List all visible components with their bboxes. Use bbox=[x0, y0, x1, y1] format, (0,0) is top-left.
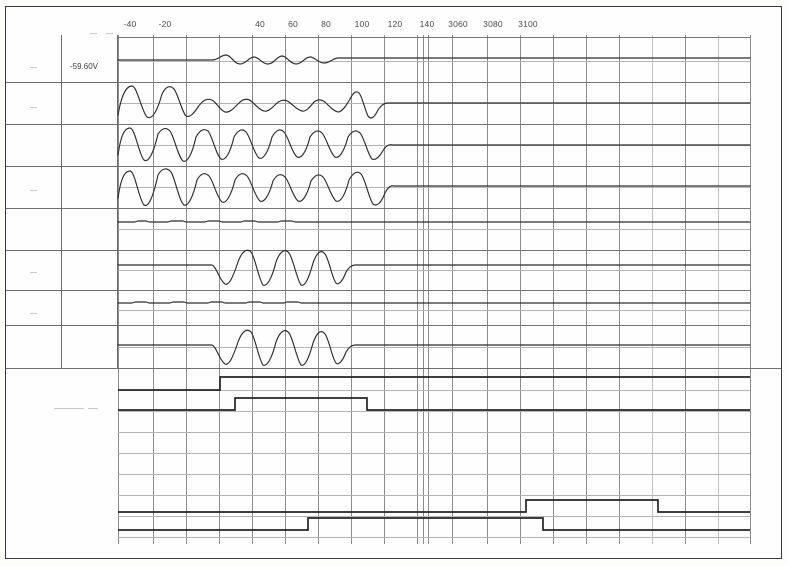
grid-vline bbox=[153, 35, 154, 544]
row-separator bbox=[6, 208, 118, 209]
axis-tick-label: 140 bbox=[419, 19, 435, 29]
axis-tick-label: 100 bbox=[354, 19, 370, 29]
grid-vline bbox=[685, 35, 686, 544]
grid-hline bbox=[118, 37, 750, 38]
axis-tick-label: 80 bbox=[321, 19, 331, 29]
scan-artifact-dash bbox=[30, 190, 37, 191]
grid-hline bbox=[118, 411, 750, 412]
row-separator-major bbox=[6, 368, 781, 369]
grid-hline bbox=[118, 187, 750, 188]
plot-grid bbox=[118, 35, 751, 544]
grid-hline bbox=[118, 390, 750, 391]
grid-hline bbox=[118, 537, 750, 538]
row-separator bbox=[6, 166, 118, 167]
scan-artifact-dash bbox=[30, 67, 37, 68]
row-separator bbox=[6, 325, 118, 326]
grid-vline bbox=[417, 35, 418, 544]
grid-hline bbox=[118, 61, 750, 62]
grid-vline bbox=[750, 35, 751, 544]
scan-artifact-dash bbox=[30, 272, 37, 273]
axis-tick-label: 40 bbox=[255, 19, 265, 29]
lower-label-pad bbox=[6, 368, 118, 558]
grid-hline bbox=[118, 145, 750, 146]
grid-hline bbox=[118, 250, 750, 251]
scan-artifact-dash bbox=[30, 107, 37, 108]
grid-hline bbox=[118, 347, 750, 348]
row-separator bbox=[6, 82, 118, 83]
row-separator bbox=[6, 290, 118, 291]
row-separator bbox=[6, 250, 118, 251]
grid-vline-break-right bbox=[428, 35, 429, 544]
label-column-left bbox=[6, 35, 62, 368]
grid-vline bbox=[652, 35, 653, 544]
scan-artifact-dash bbox=[30, 313, 37, 314]
grid-hline bbox=[118, 474, 750, 475]
grid-vline bbox=[285, 35, 286, 544]
grid-hline bbox=[118, 82, 750, 83]
grid-vline bbox=[384, 35, 385, 544]
grid-vline bbox=[452, 35, 453, 544]
grid-vline bbox=[619, 35, 620, 544]
grid-hline bbox=[118, 124, 750, 125]
grid-hline bbox=[118, 229, 750, 230]
grid-vline bbox=[586, 35, 587, 544]
grid-hline bbox=[118, 270, 750, 271]
grid-hline bbox=[118, 290, 750, 291]
axis-tick-label: -40 bbox=[123, 19, 137, 29]
grid-vline bbox=[318, 35, 319, 544]
axis-tick-label: 120 bbox=[387, 19, 403, 29]
voltage-annotation: -59.60V bbox=[70, 62, 99, 71]
grid-hline bbox=[118, 516, 750, 517]
grid-hline bbox=[118, 208, 750, 209]
grid-hline bbox=[118, 495, 750, 496]
grid-vline bbox=[487, 35, 488, 544]
scan-artifact-dash bbox=[90, 33, 97, 34]
grid-hline bbox=[118, 453, 750, 454]
grid-vline bbox=[553, 35, 554, 544]
grid-hline bbox=[118, 103, 750, 104]
axis-tick-label: 60 bbox=[288, 19, 298, 29]
grid-vline bbox=[118, 35, 119, 544]
grid-hline bbox=[118, 432, 750, 433]
grid-vline bbox=[718, 35, 719, 544]
axis-tick-label: 3060 bbox=[448, 19, 468, 29]
axis-tick-label: -20 bbox=[158, 19, 172, 29]
grid-vline bbox=[252, 35, 253, 544]
grid-hline bbox=[118, 310, 750, 311]
grid-vline-break-left bbox=[423, 35, 424, 544]
label-column-right bbox=[62, 35, 118, 368]
grid-vline bbox=[219, 35, 220, 544]
row-separator bbox=[6, 124, 118, 125]
grid-hline bbox=[118, 166, 750, 167]
scan-artifact-dash bbox=[88, 408, 98, 409]
scan-artifact-dash bbox=[106, 33, 113, 34]
grid-vline bbox=[186, 35, 187, 544]
axis-label-strip: -40 -20 40 60 80 100 120 140 3060 3080 3… bbox=[6, 7, 781, 35]
grid-hline bbox=[118, 325, 750, 326]
grid-vline bbox=[520, 35, 521, 544]
axis-tick-label: 3100 bbox=[518, 19, 538, 29]
grid-vline bbox=[351, 35, 352, 544]
axis-tick-label: 3080 bbox=[483, 19, 503, 29]
scan-artifact-dash bbox=[54, 408, 84, 409]
